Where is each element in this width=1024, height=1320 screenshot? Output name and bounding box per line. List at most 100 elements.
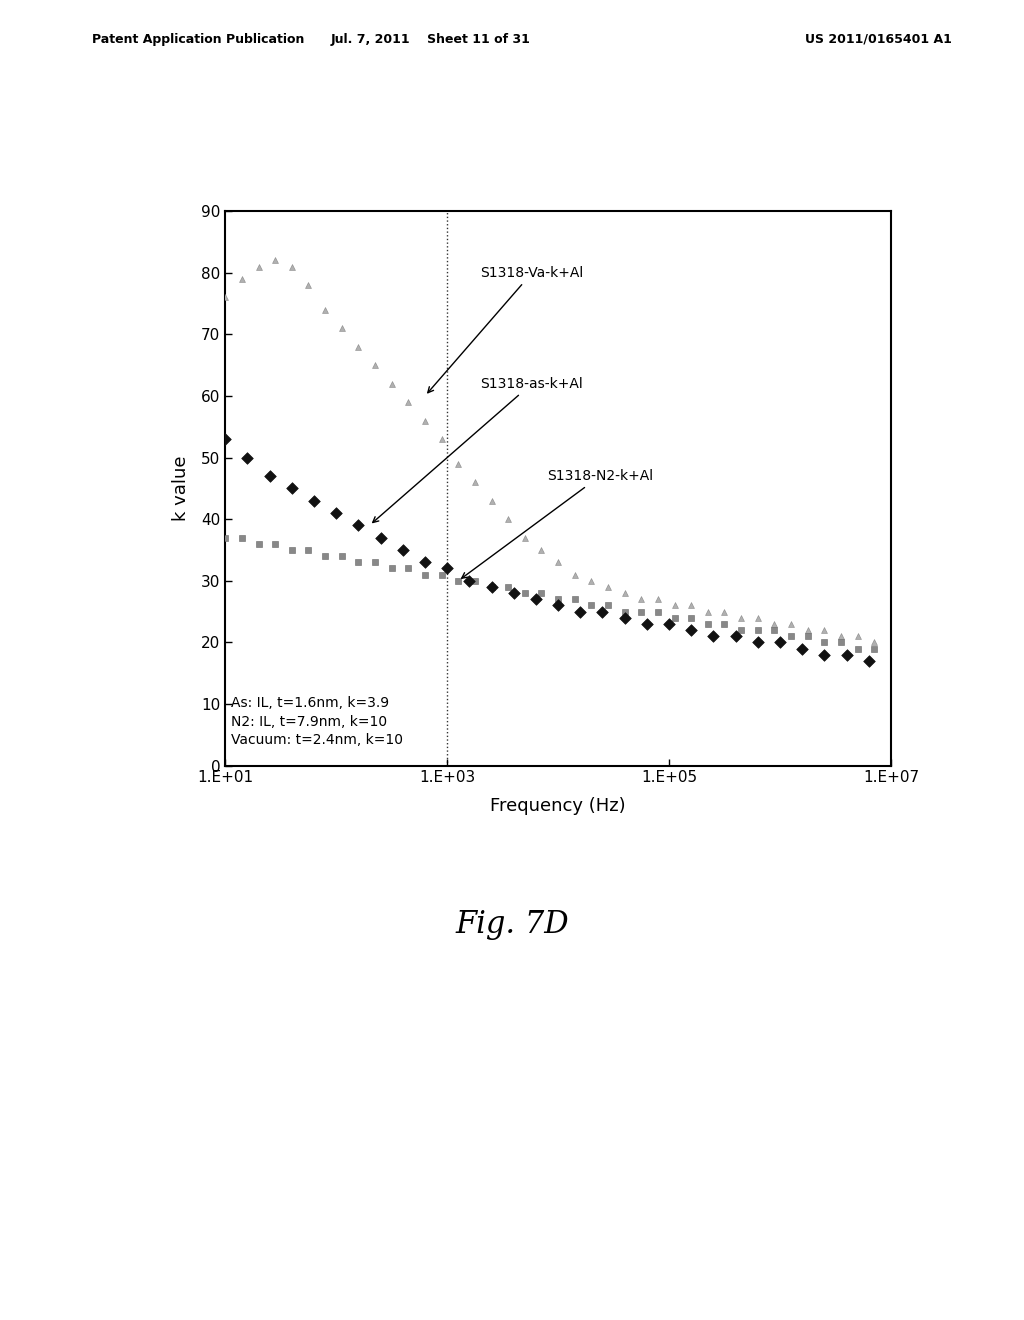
Point bbox=[250, 533, 266, 554]
Point bbox=[350, 552, 367, 573]
Point bbox=[483, 577, 500, 598]
Point bbox=[467, 570, 483, 591]
Text: S1318-as-k+Al: S1318-as-k+Al bbox=[373, 376, 584, 523]
Text: Jul. 7, 2011    Sheet 11 of 31: Jul. 7, 2011 Sheet 11 of 31 bbox=[330, 33, 530, 46]
Point bbox=[350, 337, 367, 358]
Point bbox=[699, 601, 716, 622]
Point bbox=[483, 490, 500, 511]
Point bbox=[517, 582, 534, 603]
Text: US 2011/0165401 A1: US 2011/0165401 A1 bbox=[806, 33, 952, 46]
Point bbox=[417, 411, 433, 432]
Text: As: IL, t=1.6nm, k=3.9
N2: IL, t=7.9nm, k=10
Vacuum: t=2.4nm, k=10: As: IL, t=1.6nm, k=3.9 N2: IL, t=7.9nm, … bbox=[230, 697, 402, 747]
Point bbox=[439, 558, 456, 579]
Point bbox=[782, 614, 799, 635]
Point bbox=[267, 249, 284, 271]
Point bbox=[683, 607, 699, 628]
Point bbox=[866, 632, 883, 653]
Point bbox=[300, 275, 316, 296]
Point bbox=[683, 595, 699, 616]
Point bbox=[306, 490, 323, 511]
Y-axis label: k value: k value bbox=[172, 455, 189, 521]
Point bbox=[550, 589, 566, 610]
Point bbox=[616, 601, 633, 622]
Point bbox=[850, 626, 866, 647]
Point bbox=[384, 374, 400, 395]
Point bbox=[217, 286, 233, 308]
Point bbox=[433, 429, 450, 450]
Point bbox=[500, 508, 516, 529]
Point bbox=[483, 577, 500, 598]
Point bbox=[451, 453, 467, 474]
Point bbox=[517, 527, 534, 548]
Point bbox=[733, 619, 750, 640]
Point bbox=[373, 527, 389, 548]
Point bbox=[451, 570, 467, 591]
Point bbox=[433, 564, 450, 585]
Point bbox=[350, 515, 367, 536]
Point bbox=[417, 564, 433, 585]
Point bbox=[706, 626, 722, 647]
Point bbox=[660, 614, 677, 635]
Point bbox=[639, 614, 655, 635]
Point bbox=[240, 447, 256, 469]
Point bbox=[467, 471, 483, 492]
Point bbox=[367, 355, 383, 376]
Point bbox=[766, 614, 782, 635]
Point bbox=[284, 540, 300, 561]
Point bbox=[417, 552, 433, 573]
Point bbox=[816, 632, 833, 653]
Point bbox=[500, 577, 516, 598]
Text: S1318-N2-k+Al: S1318-N2-k+Al bbox=[462, 469, 653, 578]
Point bbox=[800, 626, 816, 647]
Point bbox=[328, 503, 344, 524]
Point bbox=[550, 552, 566, 573]
Point bbox=[506, 582, 522, 603]
Point bbox=[750, 632, 766, 653]
Point bbox=[860, 651, 877, 672]
Point bbox=[334, 318, 350, 339]
Point bbox=[284, 256, 300, 277]
Point bbox=[650, 589, 667, 610]
Point bbox=[584, 595, 600, 616]
Point bbox=[766, 619, 782, 640]
Point bbox=[816, 644, 833, 665]
Text: S1318-Va-k+Al: S1318-Va-k+Al bbox=[428, 265, 584, 393]
Point bbox=[550, 595, 566, 616]
Point bbox=[633, 601, 649, 622]
Point bbox=[600, 577, 616, 598]
Point bbox=[233, 527, 250, 548]
Point bbox=[461, 570, 477, 591]
Point bbox=[267, 533, 284, 554]
Point bbox=[750, 619, 766, 640]
Point bbox=[384, 558, 400, 579]
Point bbox=[816, 619, 833, 640]
Point bbox=[683, 619, 699, 640]
Point bbox=[394, 540, 411, 561]
Point bbox=[334, 545, 350, 566]
Point bbox=[217, 429, 233, 450]
Point bbox=[400, 558, 417, 579]
Point bbox=[839, 644, 855, 665]
Point bbox=[866, 638, 883, 659]
Point bbox=[600, 595, 616, 616]
Text: Fig. 7D: Fig. 7D bbox=[455, 908, 569, 940]
Point bbox=[750, 607, 766, 628]
Point bbox=[800, 619, 816, 640]
Point bbox=[667, 607, 683, 628]
Point bbox=[594, 601, 610, 622]
Point bbox=[667, 595, 683, 616]
Point bbox=[782, 626, 799, 647]
Point bbox=[772, 632, 788, 653]
Point bbox=[717, 601, 733, 622]
Point bbox=[261, 466, 278, 487]
Point bbox=[850, 638, 866, 659]
Point bbox=[717, 614, 733, 635]
Point bbox=[367, 552, 383, 573]
Point bbox=[733, 607, 750, 628]
Point bbox=[699, 614, 716, 635]
Point bbox=[534, 582, 550, 603]
Point bbox=[633, 589, 649, 610]
Point bbox=[534, 540, 550, 561]
Point bbox=[650, 601, 667, 622]
Point bbox=[566, 589, 583, 610]
